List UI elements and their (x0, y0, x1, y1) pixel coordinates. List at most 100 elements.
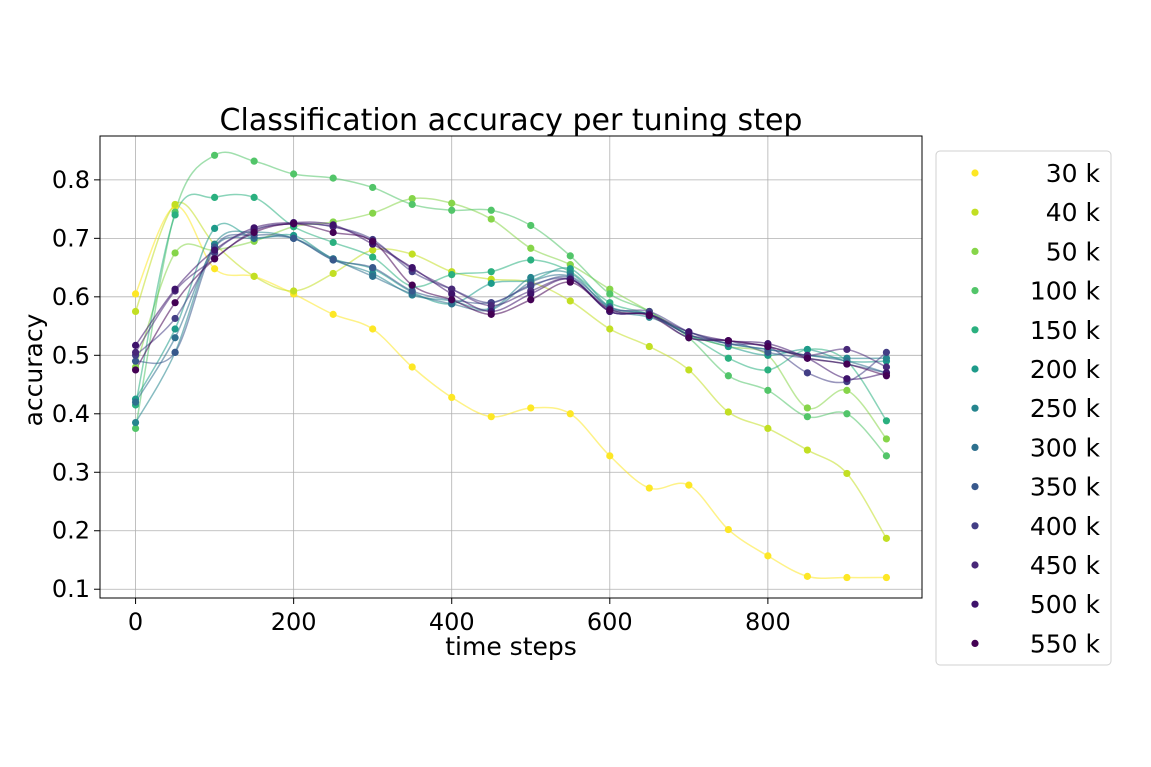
data-point (527, 404, 535, 412)
legend-label: 100 k (1030, 277, 1101, 306)
data-point (171, 249, 179, 257)
data-point (527, 296, 535, 304)
data-point (487, 301, 495, 310)
data-point (211, 246, 219, 254)
data-point (290, 220, 298, 228)
data-point (566, 297, 574, 305)
y-tick-label: 0.7 (52, 224, 90, 252)
data-point (685, 481, 693, 489)
data-point (369, 253, 377, 261)
y-axis-label: accuracy (19, 313, 48, 426)
data-point (843, 386, 851, 394)
data-point (843, 360, 851, 368)
data-point (882, 372, 891, 380)
data-point (724, 354, 732, 362)
data-point (131, 366, 140, 374)
data-point (764, 366, 772, 374)
data-point (487, 268, 495, 276)
data-point (566, 278, 574, 286)
y-tick-label: 0.2 (52, 517, 90, 545)
data-point (724, 525, 732, 534)
data-point (131, 398, 140, 406)
data-point (408, 281, 416, 289)
y-tick-label: 0.4 (52, 400, 90, 428)
data-point (408, 287, 416, 295)
data-point (606, 290, 614, 298)
series-line-4 (134, 193, 888, 422)
data-point (171, 285, 179, 293)
data-point (645, 484, 653, 492)
data-point (843, 573, 851, 582)
data-point (171, 211, 179, 219)
data-point (803, 413, 811, 421)
data-point (606, 452, 614, 460)
y-tick-label: 0.3 (52, 458, 90, 486)
legend-marker (971, 639, 979, 648)
data-point (606, 306, 614, 314)
data-point (369, 325, 377, 333)
data-point (369, 246, 377, 254)
chart-title: Classification accuracy per tuning step (220, 103, 803, 138)
data-point (329, 174, 337, 182)
legend-label: 40 k (1046, 198, 1101, 227)
data-point (448, 296, 456, 304)
data-point (882, 348, 891, 356)
data-point (764, 552, 772, 560)
data-point (764, 342, 772, 351)
data-point (645, 342, 653, 351)
legend-label: 500 k (1030, 590, 1101, 619)
data-point (566, 252, 574, 260)
data-point (329, 238, 337, 247)
series-lines (134, 151, 888, 580)
data-point (408, 194, 416, 203)
data-point (566, 410, 574, 418)
data-point (882, 573, 891, 582)
y-tick-label: 0.5 (52, 341, 90, 369)
data-point (131, 418, 140, 427)
x-tick-label: 0 (128, 608, 143, 636)
data-point (448, 290, 456, 298)
data-point (843, 469, 851, 478)
legend-label: 400 k (1030, 512, 1101, 541)
data-point (408, 200, 416, 209)
data-point (171, 325, 179, 333)
data-point (211, 193, 219, 202)
data-point (250, 228, 258, 237)
series-line-5 (134, 222, 887, 400)
data-point (171, 314, 179, 323)
x-axis-label: time steps (445, 632, 577, 661)
data-point (527, 290, 535, 298)
x-tick-label: 600 (587, 608, 633, 636)
legend-marker (971, 483, 979, 491)
data-point (329, 256, 337, 264)
data-point (448, 199, 456, 207)
data-point (329, 228, 337, 237)
data-point (685, 366, 693, 374)
legend-label: 150 k (1030, 316, 1101, 345)
data-point (843, 375, 851, 383)
data-point (408, 263, 416, 272)
data-point (882, 363, 891, 371)
data-point (250, 272, 258, 280)
data-point (882, 417, 891, 425)
data-point (131, 290, 140, 298)
data-point (803, 354, 811, 362)
data-point (250, 157, 258, 165)
legend-marker (971, 287, 979, 295)
data-point (131, 341, 140, 349)
y-tick-label: 0.1 (52, 575, 90, 603)
data-point (803, 345, 811, 354)
legend-marker (971, 561, 979, 569)
data-point (329, 269, 337, 278)
legend-marker (971, 600, 979, 608)
data-point (211, 265, 219, 273)
legend-marker (971, 247, 979, 255)
data-point (131, 348, 140, 356)
plot-frame (99, 135, 923, 599)
legend-marker (971, 365, 979, 373)
data-point (131, 307, 140, 316)
data-point (171, 348, 179, 356)
data-point (369, 272, 377, 280)
legend-label: 30 k (1046, 159, 1101, 188)
series-line-0 (134, 205, 887, 580)
